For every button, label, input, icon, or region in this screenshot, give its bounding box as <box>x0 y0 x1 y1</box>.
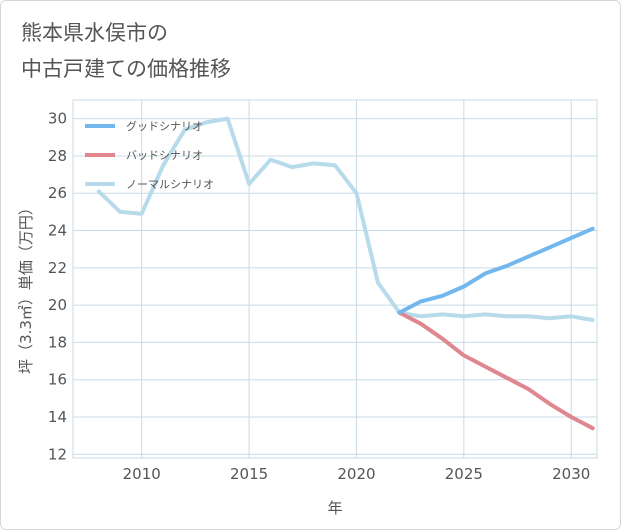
x-tick-label: 2030 <box>552 465 590 483</box>
y-tick-label: 24 <box>48 222 67 240</box>
y-tick-label: 12 <box>48 445 67 463</box>
y-tick-label: 20 <box>48 296 67 314</box>
chart-title-line-2: 中古戸建ての価格推移 <box>21 57 231 81</box>
legend-label: ノーマルシナリオ <box>126 178 214 191</box>
series-line-1 <box>397 310 595 431</box>
x-tick-label: 2015 <box>230 465 268 483</box>
series-line-0 <box>397 226 595 315</box>
y-tick-label: 28 <box>48 147 67 165</box>
legend-label: バッドシナリオ <box>126 149 203 162</box>
series-line-2 <box>96 116 595 322</box>
series-lines <box>96 116 595 431</box>
y-tick-label: 30 <box>48 110 67 128</box>
x-axis-title: 年 <box>327 499 342 517</box>
y-tick-label: 18 <box>48 333 67 351</box>
chart-title: 熊本県水俣市の 中古戸建ての価格推移 <box>21 15 231 87</box>
y-tick-label: 26 <box>48 184 67 202</box>
y-tick-label: 16 <box>48 371 67 389</box>
y-tick-label: 22 <box>48 259 67 277</box>
plot-frame <box>72 99 598 459</box>
y-tick-label: 14 <box>48 408 67 426</box>
legend-label: グッドシナリオ <box>126 119 203 133</box>
x-tick-label: 2010 <box>123 465 161 483</box>
x-tick-label: 2025 <box>445 465 483 483</box>
chart-title-line-1: 熊本県水俣市の <box>21 21 168 45</box>
y-axis-title: 坪（3.3㎡）単価（万円） <box>17 200 35 374</box>
axes: 2010 2015 2020 2025 2030 12 14 16 18 20 22 24 26 28 30 <box>48 110 590 483</box>
x-tick-label: 2020 <box>337 465 375 483</box>
grid <box>72 99 598 459</box>
